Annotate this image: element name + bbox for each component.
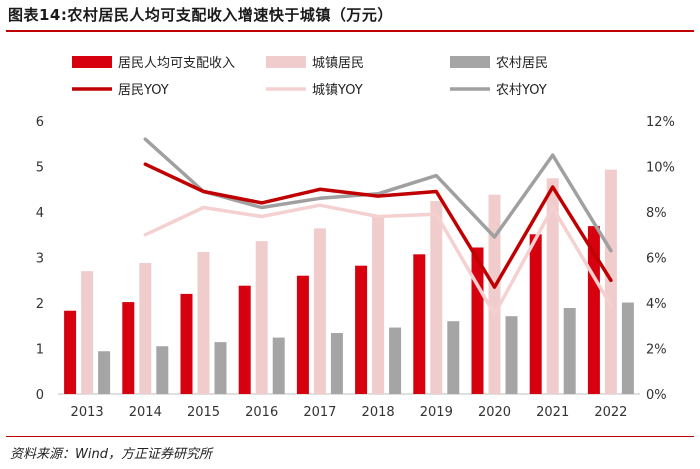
legend-label: 居民人均可支配收入 [118,56,235,71]
legend-label: 居民YOY [118,83,169,98]
y-tick-label: 5 [36,161,44,176]
y-tick-label: 0 [36,388,44,403]
x-tick-label: 2015 [187,405,220,420]
legend-label: 农村居民 [496,56,548,71]
x-tick-label: 2020 [478,405,511,420]
bar [389,327,402,394]
bar [296,275,309,394]
x-tick-label: 2021 [536,405,569,420]
y2-tick-label: 6% [646,252,667,267]
bar [471,247,484,394]
x-tick-label: 2022 [594,405,627,420]
x-tick-label: 2017 [303,405,336,420]
bar [546,178,559,394]
x-tick-label: 2019 [420,405,453,420]
bar [313,228,326,394]
legend-label: 城镇YOY [312,83,363,98]
bar [255,241,268,394]
bar [430,201,443,394]
bar [180,293,193,394]
legend-swatch [72,56,112,68]
bar [238,285,251,394]
bar [488,194,501,394]
legend-swatch [450,56,490,68]
bar [81,271,94,394]
y-tick-label: 2 [36,297,44,312]
x-tick-label: 2018 [362,405,395,420]
source-note: 资料来源：Wind，方正证券研究所 [10,447,212,462]
bar [529,234,542,394]
y2-tick-label: 0% [646,388,667,403]
y-tick-label: 1 [36,343,44,358]
bar [355,265,368,394]
bar [139,262,152,394]
bar [272,337,285,394]
legend-label: 农村YOY [496,83,547,98]
bar [563,308,576,394]
title-rule [6,30,694,32]
bar [621,302,634,394]
bar [122,302,135,394]
x-tick-label: 2013 [71,405,104,420]
source-rule [6,436,694,437]
y2-tick-label: 8% [646,206,667,221]
x-tick-label: 2016 [245,405,278,420]
series-line [143,203,613,317]
x-tick-label: 2014 [129,405,162,420]
y2-tick-label: 2% [646,343,667,358]
series-line [143,162,613,289]
y-tick-label: 4 [36,206,44,221]
bar [64,310,77,394]
bar [197,252,210,394]
bar [98,351,111,394]
y2-tick-label: 12% [646,115,675,130]
bar [505,316,518,394]
bar [330,333,343,394]
bar [372,215,385,394]
bar [447,321,460,394]
y2-tick-label: 10% [646,161,675,176]
y-tick-label: 6 [36,115,44,130]
bar [587,226,600,394]
bar [413,254,426,394]
chart-title: 图表14:农村居民人均可支配收入增速快于城镇（万元） [8,6,393,24]
bar [156,346,169,394]
legend-swatch [266,56,306,68]
bar [214,342,227,394]
legend-label: 城镇居民 [312,56,364,71]
y2-tick-label: 4% [646,297,667,312]
y-tick-label: 3 [36,252,44,267]
